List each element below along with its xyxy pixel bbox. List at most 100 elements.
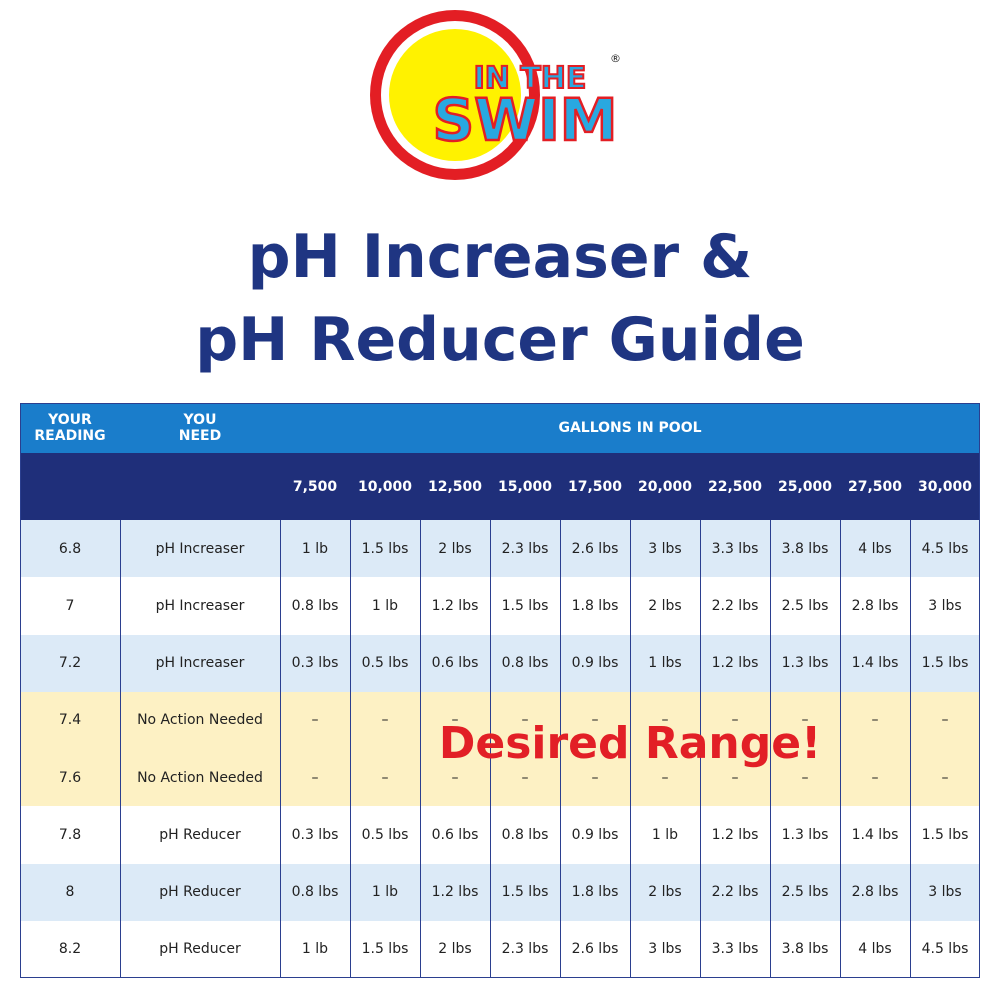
row-bg [20,806,980,864]
amount-cell: 1.8 lbs [571,597,619,614]
need-cell: No Action Needed [137,769,263,786]
need-cell: pH Reducer [159,941,241,958]
amount-cell: 3 lbs [928,884,962,901]
column-divider [420,520,421,978]
amount-cell: 1 lb [371,884,399,901]
amount-cell: 3 lbs [648,941,682,958]
column-divider [700,520,701,978]
amount-cell: 1.5 lbs [501,884,549,901]
header-bg [20,403,980,453]
amount-cell: – [311,769,319,786]
gallons-header: 7,500 [292,478,338,495]
amount-cell: 2.5 lbs [781,884,829,901]
amount-cell: 2.3 lbs [501,941,549,958]
column-divider [120,520,121,978]
amount-cell: 4 lbs [858,540,892,557]
amount-cell: 4.5 lbs [921,540,969,557]
amount-cell: – [381,769,389,786]
amount-cell: 1.2 lbs [431,884,479,901]
overlay-text: Desired Range! [438,718,822,769]
amount-cell: 0.3 lbs [291,826,339,843]
amount-cell: 1.4 lbs [851,655,899,672]
reading-cell: 8.2 [58,941,82,958]
amount-cell: – [661,712,669,729]
column-divider [350,520,351,978]
amount-cell: 0.8 lbs [501,826,549,843]
reading-cell: 8 [65,884,75,901]
amount-cell: – [941,712,949,729]
amount-cell: – [731,769,739,786]
amount-cell: 1 lbs [648,655,682,672]
row-bg [20,520,980,578]
title: pH Increaser & [247,222,753,292]
amount-cell: 3 lbs [928,597,962,614]
need-cell: pH Increaser [155,540,245,557]
reading-cell: 7.2 [58,655,82,672]
amount-cell: 1 lb [651,826,679,843]
logo: IN THE SWIM ® [370,10,621,180]
amount-cell: 4 lbs [858,941,892,958]
need-cell: pH Increaser [155,655,245,672]
amount-cell: 0.3 lbs [291,655,339,672]
amount-cell: 2.2 lbs [711,884,759,901]
row-bg [20,749,980,807]
need-cell: No Action Needed [137,712,263,729]
group-header: GALLONS IN POOL [558,420,702,436]
amount-cell: 1.5 lbs [501,597,549,614]
amount-cell: 0.5 lbs [361,655,409,672]
amount-cell: 1.2 lbs [431,597,479,614]
reading-cell: 7.6 [58,769,82,786]
amount-cell: 1.2 lbs [711,826,759,843]
amount-cell: – [451,712,459,729]
amount-cell: 1 lb [301,941,329,958]
column-divider [280,520,281,978]
amount-cell: 1 lb [371,597,399,614]
amount-cell: – [451,769,459,786]
amount-cell: 1.5 lbs [921,655,969,672]
row-bg [20,920,980,978]
amount-cell: 2.8 lbs [851,597,899,614]
amount-cell: 2.3 lbs [501,540,549,557]
gallons-header: 15,000 [497,478,553,495]
amount-cell: 2 lbs [648,597,682,614]
amount-cell: 2.6 lbs [571,540,619,557]
column-divider [490,520,491,978]
amount-cell: 1 lb [301,540,329,557]
gallons-header: 20,000 [637,478,693,495]
amount-cell: 0.9 lbs [571,655,619,672]
amount-cell: 3.8 lbs [781,941,829,958]
amount-cell: – [591,712,599,729]
gallons-header: 12,500 [427,478,483,495]
reading-cell: 7.8 [58,826,82,843]
amount-cell: – [521,712,529,729]
logo-mark: ® [610,52,621,65]
amount-cell: 2.5 lbs [781,597,829,614]
reading-cell: 7 [65,597,75,614]
amount-cell: – [381,712,389,729]
amount-cell: 2.8 lbs [851,884,899,901]
row-bg [20,691,980,749]
logo-text: SWIM [432,86,617,154]
amount-cell: 0.8 lbs [291,597,339,614]
amount-cell: – [941,769,949,786]
header-bg [20,453,980,520]
amount-cell: – [661,769,669,786]
amount-cell: 4.5 lbs [921,941,969,958]
amount-cell: 2 lbs [438,941,472,958]
row-bg [20,634,980,692]
amount-cell: 2.6 lbs [571,941,619,958]
amount-cell: – [591,769,599,786]
amount-cell: 1.5 lbs [361,941,409,958]
gallons-header: 25,000 [777,478,833,495]
amount-cell: 0.6 lbs [431,655,479,672]
reading-cell: 6.8 [58,540,82,557]
amount-cell: 0.6 lbs [431,826,479,843]
amount-cell: 1.5 lbs [361,540,409,557]
need-cell: pH Increaser [155,597,245,614]
amount-cell: 1.3 lbs [781,826,829,843]
amount-cell: – [871,769,879,786]
reading-cell: 7.4 [58,712,82,729]
amount-cell: 1.3 lbs [781,655,829,672]
amount-cell: – [731,712,739,729]
